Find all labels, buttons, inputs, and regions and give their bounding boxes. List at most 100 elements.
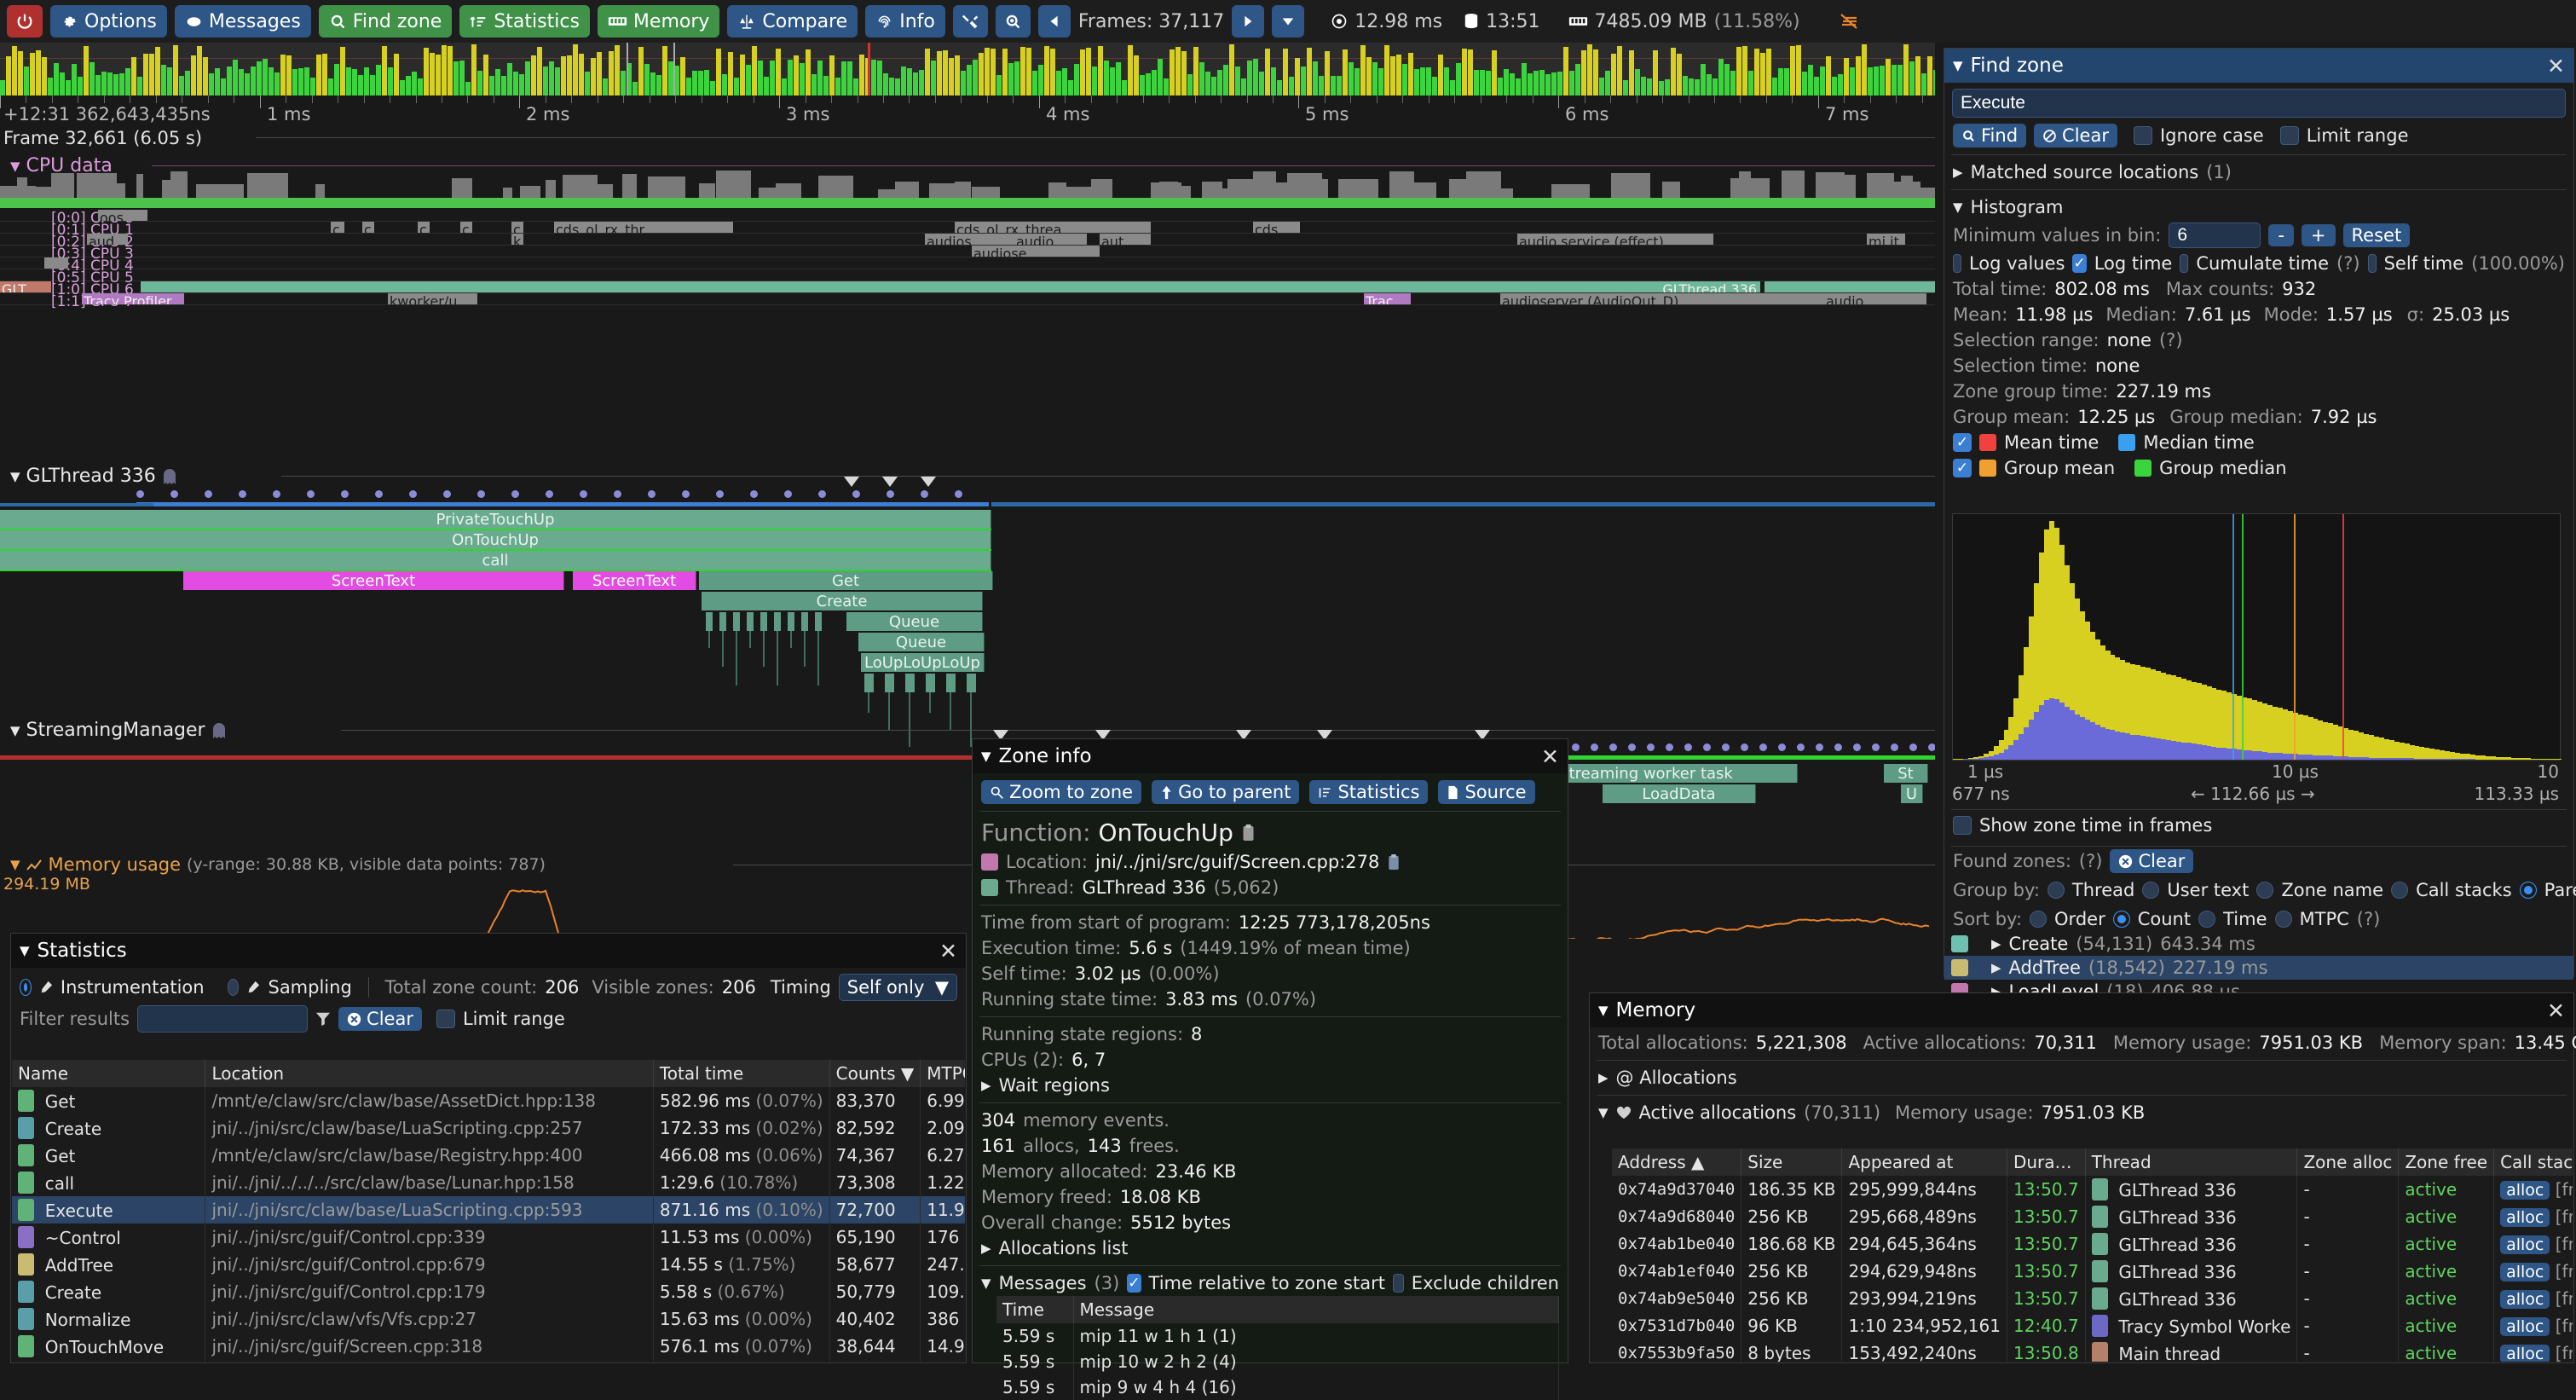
- source-button[interactable]: Source: [1438, 780, 1535, 804]
- zone-marker-triangle[interactable]: [1236, 730, 1251, 740]
- frame-bar[interactable]: [1701, 64, 1706, 95]
- messages-table-body[interactable]: 5.59 s mip 11 w 1 h 1 (1) 5.59 s mip 10 w 2…: [996, 1323, 1559, 1400]
- ghost-marker[interactable]: [1909, 743, 1917, 751]
- statistics-col-total-time[interactable]: Total time: [653, 1060, 830, 1087]
- frame-bar[interactable]: [501, 75, 506, 95]
- frame-bar[interactable]: [453, 61, 459, 95]
- glthread-zones[interactable]: PrivateTouchUp OnTouchUp call ScreenText Scr…: [0, 510, 1935, 747]
- ghost-marker[interactable]: [1853, 743, 1861, 751]
- histogram-chart[interactable]: [1952, 513, 2562, 761]
- frame-bar[interactable]: [1909, 61, 1915, 95]
- ghost-marker[interactable]: [1684, 743, 1692, 751]
- timeline-zone-small[interactable]: [967, 674, 976, 692]
- ghost-marker[interactable]: [716, 490, 724, 498]
- clear-button[interactable]: Clear: [2034, 124, 2117, 148]
- frame-bar[interactable]: [477, 71, 482, 95]
- frame-bar[interactable]: [78, 76, 83, 95]
- timeline-zone-small[interactable]: [864, 674, 874, 692]
- track-header-streamingmanager[interactable]: ▼ StreamingManager: [10, 720, 227, 741]
- memory-col-zone-free[interactable]: Zone free: [2398, 1148, 2495, 1176]
- ghost-marker[interactable]: [443, 490, 451, 498]
- frame-bar[interactable]: [221, 78, 226, 95]
- frame-bar[interactable]: [1181, 50, 1187, 95]
- frame-bar[interactable]: [674, 65, 679, 95]
- frame-bar[interactable]: [400, 79, 405, 95]
- min-values-input[interactable]: [2169, 223, 2261, 248]
- wait-regions-node[interactable]: ▶ Wait regions: [973, 1073, 1568, 1098]
- statistics-titlebar[interactable]: ▼ Statistics ✕: [11, 934, 966, 968]
- frame-bar[interactable]: [1002, 49, 1008, 95]
- frame-bar[interactable]: [1277, 80, 1282, 95]
- frame-bar[interactable]: [12, 46, 17, 95]
- frame-bar[interactable]: [1760, 52, 1765, 95]
- frame-bar[interactable]: [1390, 55, 1395, 95]
- table-row[interactable]: Get/mnt/e/claw/src/claw/base/AssetDict.h…: [12, 1087, 965, 1114]
- frame-bar[interactable]: [1880, 65, 1885, 95]
- frame-bar[interactable]: [448, 46, 453, 95]
- zone-marker-triangle[interactable]: [882, 477, 898, 487]
- frame-bar[interactable]: [394, 53, 399, 95]
- frame-bar[interactable]: [1074, 64, 1079, 95]
- frame-bar[interactable]: [758, 61, 763, 95]
- frame-bar[interactable]: [1164, 78, 1169, 95]
- statistics-col-counts[interactable]: Counts ▼: [829, 1060, 921, 1087]
- frame-bar[interactable]: [143, 53, 148, 95]
- ghost-marker[interactable]: [1797, 743, 1805, 751]
- mem-call-stack[interactable]: alloc [free]: [2493, 1176, 2573, 1203]
- timeline-zone-small[interactable]: [905, 674, 915, 692]
- cpu-context-block[interactable]: cds_: [1253, 222, 1300, 233]
- sort-by-help-icon[interactable]: (?): [2356, 909, 2381, 929]
- frame-bar[interactable]: [1915, 55, 1920, 95]
- frame-bar[interactable]: [1927, 55, 1932, 95]
- timeline-zone-thin[interactable]: [736, 631, 737, 686]
- frame-bar[interactable]: [1808, 64, 1813, 95]
- cpu-context-block[interactable]: mi.it: [1867, 234, 1905, 245]
- find-zone-panel[interactable]: ▼ Find zone ✕ Find Clear Ignore case Lim…: [1944, 48, 2576, 1026]
- frame-bar[interactable]: [1736, 46, 1741, 95]
- frame-bar[interactable]: [1408, 53, 1413, 95]
- frame-bar[interactable]: [859, 55, 864, 95]
- table-row[interactable]: ~Control jni/../jni/src/guif/Control.cpp:…: [12, 1224, 965, 1251]
- memory-col-zone-alloc[interactable]: Zone alloc: [2296, 1148, 2400, 1176]
- show-zone-time-checkbox[interactable]: [1953, 816, 1972, 835]
- cpu-context-block[interactable]: audio.service (effect): [1517, 234, 1713, 245]
- frame-bar[interactable]: [1563, 46, 1568, 95]
- frame-bar[interactable]: [1331, 75, 1336, 95]
- frame-bar[interactable]: [209, 72, 214, 95]
- timeline-zone-thin[interactable]: [777, 631, 778, 686]
- frame-bar[interactable]: [1080, 49, 1085, 95]
- zone-marker-triangle[interactable]: [993, 730, 1008, 740]
- cpu-context-block[interactable]: c: [418, 222, 430, 233]
- zone-marker-triangle[interactable]: [1475, 730, 1490, 740]
- ghost-marker[interactable]: [136, 490, 144, 498]
- frame-bar[interactable]: [1319, 75, 1324, 95]
- frame-bar[interactable]: [1742, 46, 1747, 95]
- zoom-to-zone-button[interactable]: Zoom to zone: [981, 780, 1142, 804]
- ghost-marker[interactable]: [1628, 743, 1636, 751]
- memory-titlebar[interactable]: ▼ Memory ✕: [1590, 993, 2573, 1027]
- zone-statistics-button[interactable]: Statistics: [1309, 780, 1429, 804]
- mem-call-stack[interactable]: alloc [free]: [2493, 1339, 2573, 1362]
- timeline-zone-small[interactable]: [801, 612, 808, 631]
- frame-bar[interactable]: [638, 47, 644, 95]
- frame-bar[interactable]: [1199, 62, 1204, 95]
- frame-bar[interactable]: [1874, 67, 1879, 95]
- timeline-view[interactable]: Frame 32,661 (6.05 s) ▼ CPU data [0:0] C…: [0, 124, 1935, 939]
- zone-marker-triangle[interactable]: [844, 477, 859, 487]
- frame-bar[interactable]: [585, 72, 590, 95]
- mem-address[interactable]: 0x74ab9e5040: [1612, 1285, 1742, 1312]
- frame-bar[interactable]: [1480, 69, 1485, 95]
- message-row[interactable]: 5.59 s mip 9 w 4 h 4 (16): [996, 1374, 1559, 1400]
- frame-bar[interactable]: [1862, 44, 1867, 95]
- ghost-marker[interactable]: [1778, 743, 1786, 751]
- messages-table[interactable]: Time Message 5.59 s mip 11 w 1 h 1 (1) 5.59…: [996, 1296, 1559, 1400]
- cpu-context-block[interactable]: audiose: [972, 246, 1100, 257]
- frame-bar[interactable]: [280, 55, 286, 95]
- frame-bar[interactable]: [1128, 45, 1133, 95]
- ghost-marker[interactable]: [511, 490, 519, 498]
- frame-bar[interactable]: [430, 53, 435, 95]
- frame-bar[interactable]: [901, 66, 906, 95]
- cpu-context-block[interactable]: aud: [87, 234, 128, 245]
- table-row[interactable]: 0x7553b9fa50 8 bytes 153,492,240ns 13:50.8 …: [1612, 1339, 2573, 1362]
- timeline-zone-thin[interactable]: [708, 631, 710, 648]
